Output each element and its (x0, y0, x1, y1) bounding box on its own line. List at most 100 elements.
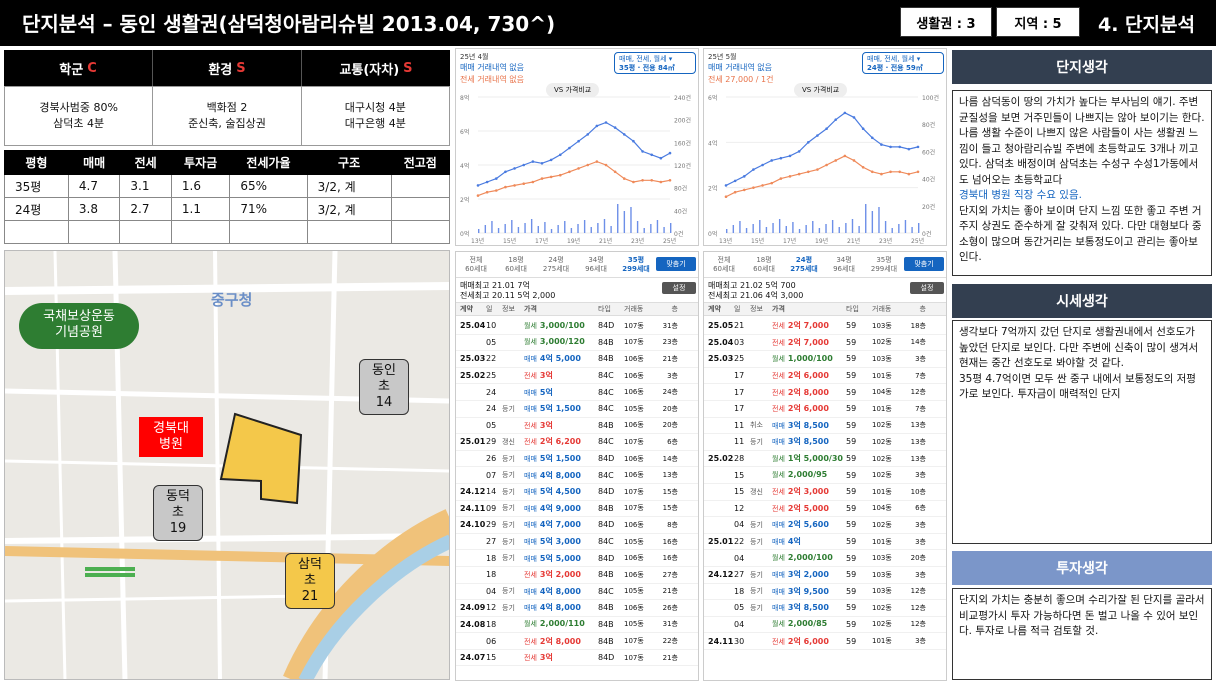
table-row[interactable]: 24.11 09 등기 매매 4억 9,000 84B 107동 15층 (456, 501, 698, 518)
table-row[interactable]: 05 월세 3,000/120 84B 107동 23층 (456, 335, 698, 352)
settings-button[interactable]: 설정 (662, 282, 696, 294)
table-row[interactable]: 25.02 25 전세 3억 84C 106동 3층 (456, 368, 698, 385)
table-row[interactable]: 04 월세 2,000/100 59 103동 20층 (704, 550, 946, 567)
table-row[interactable]: 24.08 18 월세 2,000/110 84B 105동 31층 (456, 617, 698, 634)
table-row[interactable]: 26 등기 매매 5억 1,500 84D 106동 14층 (456, 451, 698, 468)
sale-price-line-point (568, 146, 571, 150)
custom-button[interactable]: 맞춤기 (656, 257, 696, 271)
custom-button[interactable]: 맞춤기 (904, 257, 944, 271)
table-row[interactable]: 04 월세 2,000/85 59 102동 12층 (704, 617, 946, 634)
size-tab[interactable]: 18평 60세대 (505, 256, 527, 273)
map-roads (5, 251, 449, 679)
table-row[interactable]: 24.09 12 등기 매매 4억 8,000 84B 106동 26층 (456, 600, 698, 617)
cell: 71% (229, 197, 308, 221)
cell (119, 220, 172, 244)
col-invest: 투자금 (170, 150, 231, 175)
table-row[interactable]: 17 전세 2억 8,000 59 104동 12층 (704, 384, 946, 401)
jeonse-high: 전세최고 21.06 4억 3,000 (708, 291, 804, 300)
tx-col: 가격 (772, 305, 785, 313)
chart-type-select[interactable]: 매매, 전세, 월세 ▾ 24평 · 전용 59㎡ (862, 52, 944, 74)
cell: 2.7 (119, 197, 172, 221)
table-row[interactable]: 25.04 03 전세 2억 7,000 59 102동 14층 (704, 335, 946, 352)
table-row[interactable]: 18 등기 매매 5억 5,000 84D 106동 16층 (456, 550, 698, 567)
sale-price-line-point (916, 145, 920, 149)
table-row[interactable]: 18 등기 매매 3억 9,500 59 103동 12층 (704, 584, 946, 601)
table-row[interactable]: 04 등기 매매 4억 8,000 84C 105동 21층 (456, 584, 698, 601)
cell (390, 174, 451, 198)
y2-tick-label: 60건 (922, 148, 935, 156)
jeonse-price-line-point (622, 177, 626, 180)
sale-price-line-point (843, 111, 847, 115)
table-row[interactable]: 27 등기 매매 5억 3,000 84C 105동 16층 (456, 534, 698, 551)
col-sale: 매매 (67, 150, 121, 175)
sale-price-line-point (641, 150, 644, 153)
table-row[interactable]: 05 등기 매매 3억 8,500 59 102동 12층 (704, 600, 946, 617)
table-row[interactable]: 24 매매 5억 84C 106동 24층 (456, 384, 698, 401)
tx-col: 일 (734, 305, 741, 313)
table-row[interactable]: 24 등기 매매 5억 1,500 84C 105동 20층 (456, 401, 698, 418)
sale-price-line-point (540, 162, 544, 165)
table-row[interactable]: 24.12 27 등기 매매 3억 2,000 59 103동 3층 (704, 567, 946, 584)
size-tab[interactable]: 24평 275세대 (542, 256, 570, 273)
sale-price-line-point (907, 147, 911, 151)
jeonse-high: 전세최고 20.11 5억 2,000 (460, 291, 556, 300)
size-tab[interactable]: 35평 299세대 (870, 256, 898, 273)
vs-compare-button[interactable]: VS 가격비교 (794, 83, 848, 97)
table-row[interactable]: 07 등기 매매 4억 8,000 84C 106동 13층 (456, 467, 698, 484)
table-row[interactable]: 05 전세 3억 84B 106동 20층 (456, 418, 698, 435)
table-row[interactable]: 17 전세 2억 6,000 59 101동 7층 (704, 368, 946, 385)
table-row[interactable]: 06 전세 2억 8,000 84B 107동 22층 (456, 633, 698, 650)
jeonse-price-line-point (724, 195, 728, 199)
paragraph: 나름 삼덕동이 땅의 가치가 높다는 부사님의 얘기. 주변 균질성을 보면 거… (959, 96, 1205, 186)
chart-type-select[interactable]: 매매, 전세, 월세 ▾ 35평 · 전용 84㎡ (614, 52, 696, 74)
size-tab[interactable]: 18평 60세대 (753, 256, 775, 273)
table-row[interactable]: 24.10 29 등기 매매 4억 7,000 84D 106동 8층 (456, 517, 698, 534)
table-row[interactable]: 25.03 25 월세 1,000/100 59 103동 3층 (704, 351, 946, 368)
table-row[interactable]: 25.01 29 갱신 전세 2억 6,200 84C 107동 6층 (456, 434, 698, 451)
y2-tick-label: 120건 (674, 162, 691, 170)
table-row[interactable]: 15 월세 2,000/95 59 102동 3층 (704, 467, 946, 484)
size-tab[interactable]: 34평 96세대 (585, 256, 607, 273)
table-row[interactable]: 24.07 15 전세 3억 84D 107동 21층 (456, 650, 698, 667)
table-row[interactable]: 24.12 14 등기 매매 5억 4,500 84D 107동 15층 (456, 484, 698, 501)
transaction-list-35: 전체 60세대 18평 60세대 24평 275세대 34평 96세대 35평 299세대 맞춤기 매… (455, 251, 699, 681)
table-row[interactable]: 25.05 21 전세 2억 7,000 59 103동 18층 (704, 318, 946, 335)
size-tab[interactable]: 35평 299세대 (622, 256, 650, 273)
x-tick-label: 15년 (503, 237, 516, 245)
col-structure: 구조 (306, 150, 392, 175)
table-row[interactable]: 25.04 10 월세 3,000/100 84D 107동 31층 (456, 318, 698, 335)
size-tab[interactable]: 전체 60세대 (465, 256, 487, 273)
sale-price-line-point (632, 139, 635, 143)
vs-compare-button[interactable]: VS 가격비교 (546, 83, 600, 97)
size-tab[interactable]: 24평 275세대 (790, 256, 818, 273)
volume-bar (550, 229, 553, 233)
map-label-dongin-school: 동인초 14 (359, 359, 409, 415)
settings-button[interactable]: 설정 (910, 282, 944, 294)
cell: 65% (229, 174, 308, 198)
sale-price-line-point (779, 156, 783, 160)
y2-tick-label: 240건 (674, 94, 691, 102)
table-row[interactable]: 11 취소 매매 3억 8,500 59 102동 13층 (704, 418, 946, 435)
volume-bar (798, 229, 801, 233)
size-tab[interactable]: 34평 96세대 (833, 256, 855, 273)
table-row[interactable]: 17 전세 2억 6,000 59 101동 7층 (704, 401, 946, 418)
table-row[interactable]: 11 등기 매매 3억 8,500 59 102동 13층 (704, 434, 946, 451)
table-row[interactable]: 25.02 28 월세 1억 5,000/30 59 102동 13층 (704, 451, 946, 468)
table-row[interactable]: 25.01 22 등기 매매 4억 59 101동 3층 (704, 534, 946, 551)
sale-price-line-point (586, 133, 590, 136)
table-row[interactable]: 18 전세 3억 2,000 84B 106동 27층 (456, 567, 698, 584)
table-row[interactable]: 25.03 22 매매 4억 5,000 84B 106동 21층 (456, 351, 698, 368)
table-row[interactable]: 15 갱신 전세 2억 3,000 59 101동 10층 (704, 484, 946, 501)
table-row[interactable]: 24.11 30 전세 2억 6,000 59 101동 3층 (704, 633, 946, 650)
volume-bar (643, 228, 645, 233)
sale-price-line-point (724, 184, 728, 187)
table-row[interactable]: 04 등기 매매 2억 5,600 59 102동 3층 (704, 517, 946, 534)
table-row[interactable]: 12 전세 2억 5,000 59 104동 6층 (704, 501, 946, 518)
size-tab[interactable]: 전체 60세대 (713, 256, 735, 273)
chart-sale-status: 매매 거래내역 없음 (460, 63, 524, 72)
volume-bar (530, 219, 533, 233)
sale-price-line-point (504, 170, 507, 174)
invest-thought-header: 투자생각 (952, 551, 1212, 585)
tx-header: 계약 일 정보 가격 타입 거래동 층 (704, 302, 946, 316)
location-map[interactable]: 국채보상운동 기념공원 중구청 동인초 14 경북대 병원 동덕초 19 삼덕초 21 (4, 250, 450, 680)
